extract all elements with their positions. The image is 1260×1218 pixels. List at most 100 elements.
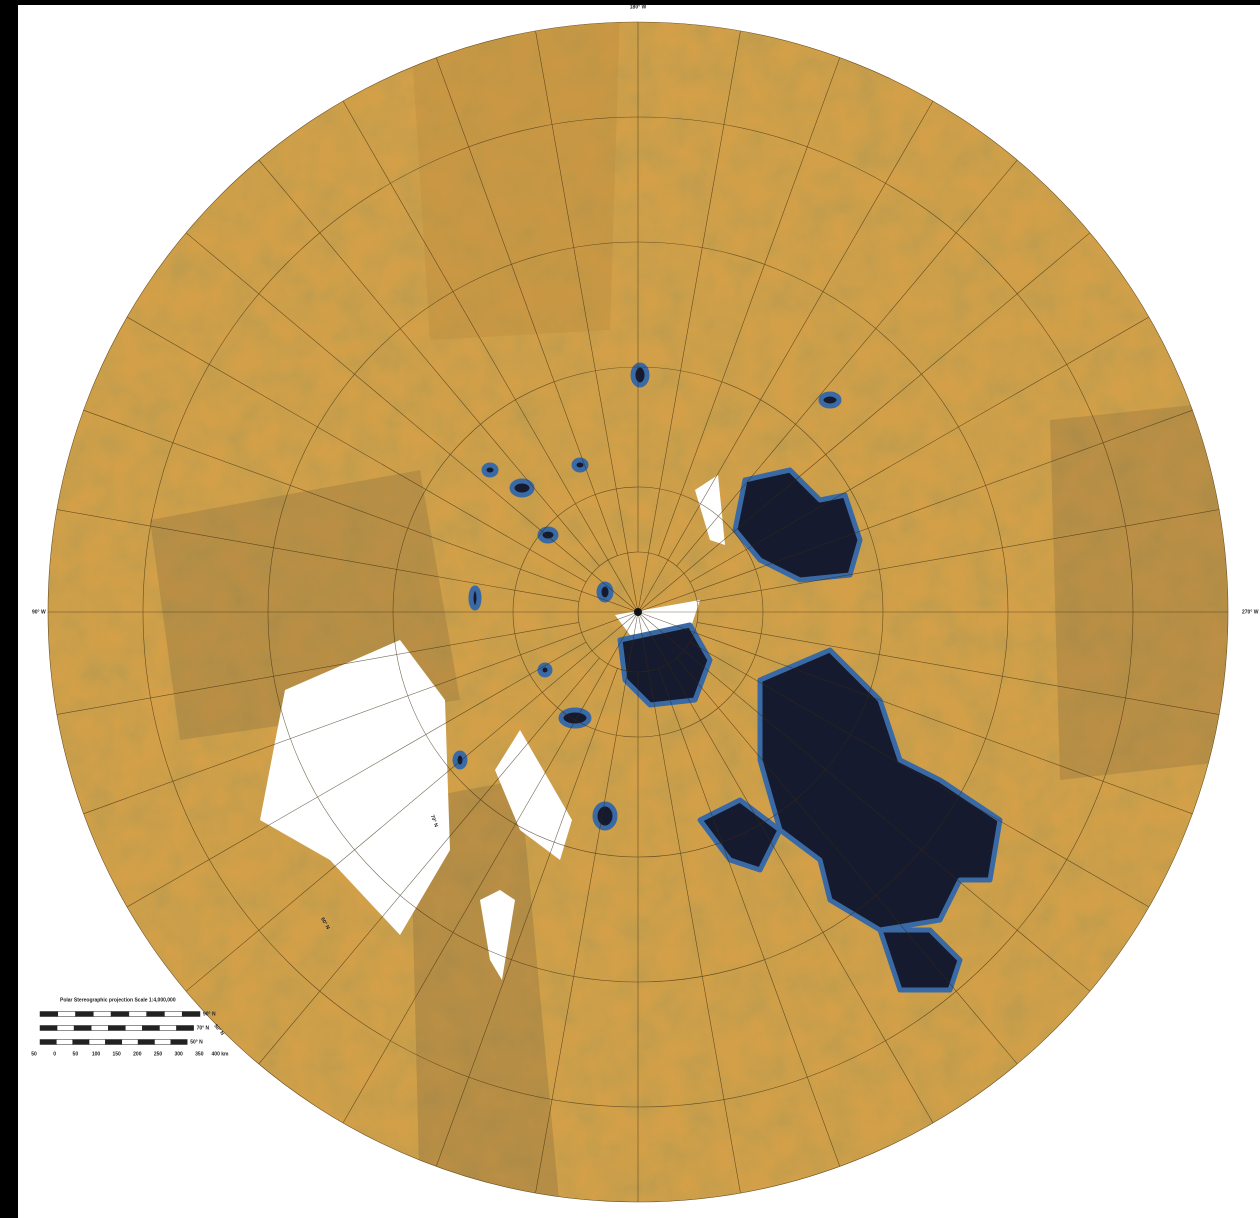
lake (509, 478, 535, 498)
scale-segment (154, 1039, 172, 1045)
lake (818, 391, 842, 409)
lake (537, 662, 553, 678)
scale-segment (90, 1025, 109, 1031)
scale-segment (142, 1025, 160, 1031)
meridian-line (337, 92, 639, 613)
meridian-label: 90° W (32, 609, 46, 615)
scale-tick-label: 50 (73, 1051, 79, 1057)
scale-bar-label: 50° N (190, 1039, 203, 1045)
scale-segment (137, 1039, 155, 1045)
frame-edge (0, 0, 1260, 5)
meridian-line (118, 641, 587, 913)
meridian-line (689, 311, 1158, 583)
scale-bars: 90° N 70° N 50° N 50 0 50 100 150 200 250 300 350 40… (31, 1011, 229, 1057)
meridian-line (252, 152, 600, 567)
scale-bar-label: 90° N (203, 1011, 216, 1017)
meridian-line (637, 92, 939, 613)
meridian-line (658, 668, 844, 1176)
scale-segment (121, 1039, 139, 1045)
scale-legend: Polar Stereographic projection Scale 1:4… (31, 997, 229, 1057)
meridian-line (637, 22, 743, 613)
scale-segment (110, 1011, 130, 1017)
scale-segment (159, 1025, 177, 1031)
meridian-line (637, 611, 1202, 818)
punga-mare (617, 622, 713, 708)
scale-tick-label: 300 (174, 1051, 183, 1057)
gap (480, 890, 515, 980)
gap (260, 640, 450, 935)
ligeia-mare (732, 467, 863, 583)
meridian-line (118, 311, 587, 583)
gap (495, 730, 572, 860)
meridian-line (432, 668, 618, 1176)
projection-note: Polar Stereographic projection Scale 1:4… (60, 997, 176, 1003)
scale-segment (57, 1011, 76, 1017)
scale-segment (105, 1039, 123, 1045)
meridian-label: 180° W (630, 4, 647, 10)
meridian-line (658, 48, 844, 556)
scale-segment (146, 1011, 165, 1017)
scale-tick-label: 350 (195, 1051, 204, 1057)
meridian-line (432, 48, 618, 556)
lake (596, 581, 614, 603)
kraken-mare-south (877, 927, 963, 993)
scale-segment (108, 1025, 126, 1031)
frame-edge (0, 0, 18, 1218)
lake (481, 462, 499, 478)
lake (592, 801, 618, 831)
scale-segment (176, 1025, 194, 1031)
scale-tick-label: 400 km (212, 1051, 230, 1057)
kraken-mare (757, 647, 1003, 933)
latitude-label: 70° N (429, 814, 439, 828)
scale-tick-label: 150 (112, 1051, 121, 1057)
scale-segment (181, 1011, 201, 1017)
meridian-line (337, 611, 639, 1132)
scale-tick-label: 250 (154, 1051, 163, 1057)
meridian-line (637, 611, 939, 1132)
meridian-line (697, 622, 1228, 717)
scale-tick-label: 50 (31, 1051, 37, 1057)
lake (558, 707, 592, 729)
meridian-line (48, 622, 579, 717)
meridian-line (637, 226, 1098, 613)
scale-segment (170, 1039, 188, 1045)
meridian-line (533, 22, 639, 613)
scale-segment (75, 1011, 94, 1017)
meridian-line (676, 657, 1024, 1072)
scale-segment (125, 1025, 143, 1031)
meridian-line (74, 611, 639, 818)
coverage-gap (260, 475, 725, 980)
lake (468, 585, 482, 611)
scale-segment (128, 1011, 147, 1017)
meridian-line (637, 611, 743, 1202)
scale-segment (88, 1039, 106, 1045)
meridian-line (533, 611, 639, 1202)
meridian-line (637, 406, 1202, 613)
meridian-line (637, 611, 1098, 998)
lake (571, 457, 589, 473)
scale-segment (164, 1011, 183, 1017)
lake (452, 750, 468, 770)
scale-segment (39, 1039, 57, 1045)
lakes (452, 362, 1003, 993)
meridian-line (178, 226, 639, 613)
scale-tick-label: 0 (53, 1051, 56, 1057)
meridian-line (178, 611, 639, 998)
scale-segment (39, 1025, 58, 1031)
strip (410, 780, 560, 1202)
scale-tick-label: 200 (133, 1051, 142, 1057)
disk-edge (47, 21, 1229, 1203)
scale-segment (39, 1011, 59, 1017)
graticule (48, 22, 1228, 1202)
meridian-label: 270° W (1242, 609, 1259, 615)
scale-segment (72, 1039, 90, 1045)
scale-segment (56, 1039, 73, 1045)
lake (537, 526, 559, 544)
meridian-line (689, 641, 1158, 913)
scale-segment (93, 1011, 112, 1017)
lake (630, 362, 650, 388)
meridian-line (676, 152, 1024, 567)
latitude-label: 60° N (319, 917, 331, 931)
scale-tick-label: 100 (92, 1051, 101, 1057)
